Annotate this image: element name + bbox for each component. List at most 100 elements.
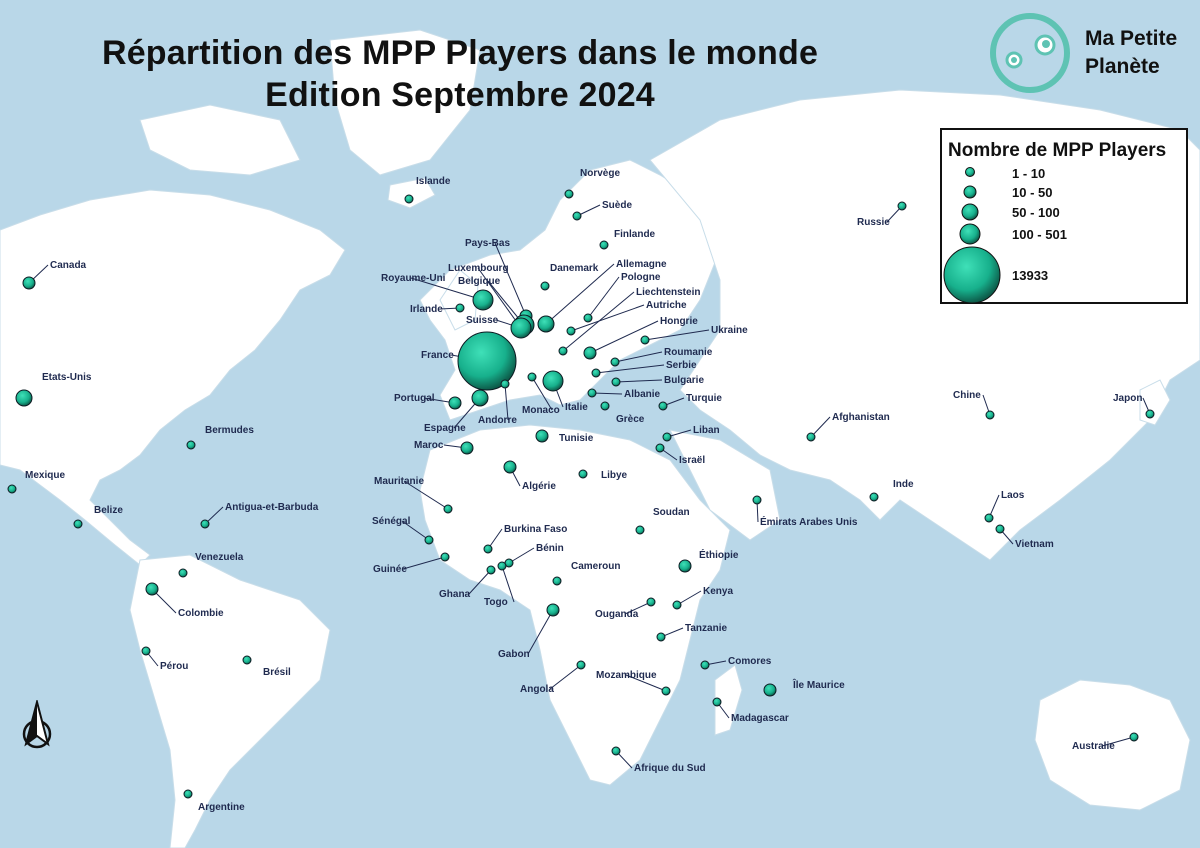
marker-hongrie (583, 346, 597, 360)
marker-gabon (546, 603, 560, 617)
legend-label-4: 100 - 501 (1012, 227, 1067, 242)
leader-line-gabon (527, 609, 554, 655)
leader-line-kenya (676, 590, 702, 606)
label-grece: Grèce (616, 414, 645, 425)
marker-turquie (658, 401, 668, 411)
label-islande: Islande (416, 176, 451, 187)
label-irlande: Irlande (410, 304, 443, 315)
marker-bermudes (186, 440, 196, 450)
label-venezuela: Venezuela (195, 552, 244, 563)
marker-bulgarie (611, 377, 621, 387)
leader-line-bulgarie (615, 379, 663, 383)
marker-liechtenstein (558, 346, 568, 356)
label-angola: Angola (520, 684, 554, 695)
marker-madagascar (712, 697, 722, 707)
label-liechtenstein: Liechtenstein (636, 287, 700, 298)
label-italie: Italie (565, 402, 588, 413)
map-subtitle: Edition Septembre 2024 (265, 76, 655, 114)
marker-japon (1145, 409, 1155, 419)
marker-kenya (672, 600, 682, 610)
land-iceland (387, 177, 436, 209)
marker-allemagne (537, 315, 555, 333)
legend: Nombre de MPP Players 1 - 10 10 - 50 50 … (940, 128, 1188, 304)
land-north-america (0, 189, 346, 566)
marker-laos (984, 513, 994, 523)
marker-soudan (635, 525, 645, 535)
marker-comores (700, 660, 710, 670)
label-perou: Pérou (160, 661, 188, 672)
legend-bubble-1 (965, 167, 975, 177)
label-etats-unis: Etats-Unis (42, 372, 92, 383)
legend-label-2: 10 - 50 (1012, 185, 1053, 200)
marker-monaco (527, 372, 537, 382)
marker-norvege (564, 189, 574, 199)
label-russie: Russie (857, 217, 890, 228)
label-soudan: Soudan (653, 507, 690, 518)
marker-togo (497, 561, 507, 571)
label-finlande: Finlande (614, 229, 656, 240)
land-australia (1034, 679, 1191, 811)
leader-line-hongrie (589, 320, 659, 354)
label-ghana: Ghana (439, 589, 471, 600)
marker-finlande (599, 240, 609, 250)
label-vietnam: Vietnam (1015, 539, 1054, 550)
marker-albanie (587, 388, 597, 398)
marker-ile-maurice (763, 683, 777, 697)
legend-label-5: 13933 (1012, 268, 1049, 283)
label-bresil: Brésil (263, 667, 291, 678)
land-arctic-islands (139, 104, 301, 176)
leader-line-autriche (570, 304, 645, 332)
label-france: France (421, 350, 454, 361)
marker-argentine (183, 789, 193, 799)
label-espagne: Espagne (424, 423, 466, 434)
label-bermudes: Bermudes (205, 425, 254, 436)
label-inde: Inde (893, 479, 914, 490)
leader-line-benin (508, 547, 535, 564)
label-maroc: Maroc (414, 440, 444, 451)
marker-islande (404, 194, 414, 204)
label-liban: Liban (693, 425, 720, 436)
marker-afrique-du-sud (611, 746, 621, 756)
label-algerie: Algérie (522, 481, 556, 492)
leader-line-mozambique (625, 674, 667, 692)
marker-venezuela (178, 568, 188, 578)
label-tunisie: Tunisie (559, 433, 594, 444)
label-japon: Japon (1113, 393, 1142, 404)
country-labels: Canada Etats-Unis Mexique Belize Bermudes Ant… (25, 168, 1142, 813)
leader-line-ouganda (624, 601, 652, 615)
label-kenya: Kenya (703, 586, 733, 597)
label-mauritanie: Mauritanie (374, 476, 424, 487)
leader-line-royaume-uni (410, 277, 484, 301)
label-laos: Laos (1001, 490, 1025, 501)
marker-liban (662, 432, 672, 442)
label-royaume-uni: Royaume-Uni (381, 273, 446, 284)
marker-australie (1129, 732, 1139, 742)
marker-colombie (145, 582, 159, 596)
label-monaco: Monaco (522, 405, 560, 416)
marker-emirats-arabes-unis (752, 495, 762, 505)
label-portugal: Portugal (394, 393, 435, 404)
label-serbie: Serbie (666, 360, 697, 371)
marker-ukraine (640, 335, 650, 345)
label-mozambique: Mozambique (596, 670, 657, 681)
marker-etats-unis (15, 389, 33, 407)
label-guinee: Guinée (373, 564, 407, 575)
marker-suede (572, 211, 582, 221)
leader-line-senegal (401, 520, 430, 541)
marker-maroc (460, 441, 474, 455)
label-comores: Comores (728, 656, 772, 667)
marker-espagne (471, 389, 489, 407)
land-madagascar (714, 664, 743, 736)
marker-russie (897, 201, 907, 211)
marker-grece (600, 401, 610, 411)
marker-vietnam (995, 524, 1005, 534)
label-ile-maurice: Île Maurice (792, 678, 845, 691)
legend-label-3: 50 - 100 (1012, 205, 1060, 220)
label-hongrie: Hongrie (660, 316, 698, 327)
legend-bubble-2 (963, 185, 977, 199)
label-roumanie: Roumanie (664, 347, 713, 358)
marker-andorre (500, 379, 510, 389)
label-pologne: Pologne (621, 272, 661, 283)
leader-line-pays-bas (494, 242, 527, 317)
land-arabia (669, 429, 781, 541)
